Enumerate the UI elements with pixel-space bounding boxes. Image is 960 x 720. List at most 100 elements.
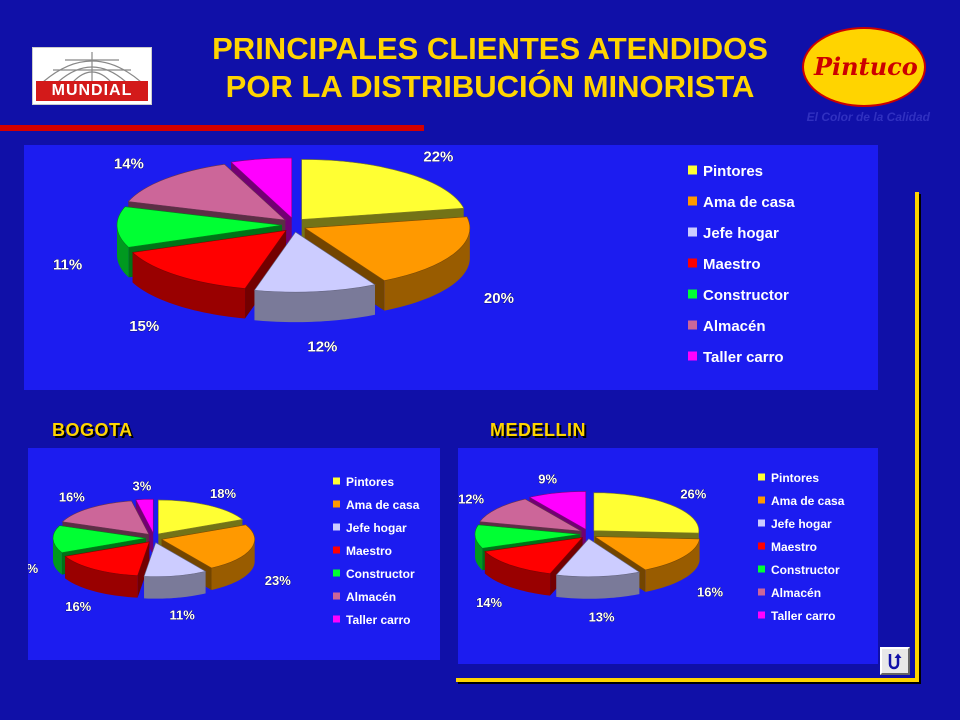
legend-swatch-maestro [758, 542, 765, 550]
chart-total: 22% 20% 12% 15% 11% 14% 6% Pintores Ama de casa J… [53, 145, 796, 366]
legend-label-jefe-hogar: Jefe hogar [771, 517, 832, 531]
pie-slice-maestro [64, 541, 150, 598]
chart-bogota-panel: 18% 23% 11% 16% 13% 16% 3% Pintores Ama de casa J… [28, 448, 440, 660]
legend-label-taller-carro: Taller carro [771, 609, 835, 623]
pie-slice-ama-de-casa [160, 524, 255, 591]
pie-slice-jefe-hogar [143, 542, 207, 599]
legend-swatch-ama-de-casa [333, 500, 340, 508]
pie-slice-top [230, 157, 293, 219]
pie-slice-top [116, 206, 283, 248]
pie-medellin: 26%16%13%14%10%12%9% [458, 471, 724, 625]
pie-slice-top [593, 492, 700, 534]
pie-slice-side [117, 225, 129, 278]
legend-swatch-jefe-hogar [688, 227, 697, 237]
city-label-bogota: BOGOTA [52, 420, 133, 440]
data-label-maestro: 15% [129, 318, 159, 335]
legend-swatch-pintores [333, 477, 340, 485]
legend-label-constructor: Constructor [346, 567, 415, 581]
pintuco-logo: Pintuco El Color de la Calidad [800, 22, 930, 124]
pie-slice-side [556, 572, 640, 599]
chart-bogota: 18% 23% 11% 16% 13% 16% 3% Pintores Ama de casa J… [28, 475, 420, 627]
legend-label-maestro: Maestro [771, 540, 817, 554]
legend-label-almacen: Almacén [346, 590, 396, 604]
data-label-pintores: 18% [210, 486, 236, 501]
data-label-pintores: 26% [680, 486, 706, 501]
return-arrow-icon [888, 653, 902, 670]
legend-medellin: Pintores Ama de casa Jefe hogar Maestro Cons… [758, 471, 845, 623]
pie-slice-top [301, 159, 465, 220]
data-label-jefe-hogar: 12% [307, 338, 337, 355]
data-label-ama-de-casa: 16% [697, 584, 723, 599]
return-button[interactable] [880, 647, 910, 675]
data-label-taller-carro: 9% [538, 471, 557, 486]
data-label-taller-carro: 3% [132, 479, 151, 494]
data-label-pintores: 22% [423, 148, 453, 165]
legend-swatch-maestro [333, 546, 340, 554]
mundial-logo: MUNDIAL [32, 47, 152, 105]
legend-label-almacen: Almacén [771, 586, 821, 600]
chart-total-panel: 22% 20% 12% 15% 11% 14% 6% Pintores Ama de casa J… [24, 145, 878, 390]
legend-label-maestro: Maestro [703, 256, 761, 273]
legend-swatch-jefe-hogar [758, 519, 765, 527]
legend-swatch-ama-de-casa [688, 196, 697, 206]
pie-slice-top [157, 499, 244, 535]
legend-label-jefe-hogar: Jefe hogar [703, 225, 779, 242]
pie-slice-side [211, 539, 255, 591]
pie-slice-side [132, 252, 246, 319]
legend-swatch-taller-carro [688, 351, 697, 361]
legend-swatch-pintores [688, 165, 697, 175]
legend-label-jefe-hogar: Jefe hogar [346, 521, 407, 535]
pie-slice-side [53, 538, 62, 575]
title-line-1: PRINCIPALES CLIENTES ATENDIDOS [212, 31, 768, 66]
legend-swatch-pintores [758, 473, 765, 481]
data-label-almacen: 12% [458, 492, 484, 507]
pie-slice-top [143, 542, 207, 577]
data-label-taller-carro: 6% [241, 145, 263, 147]
pie-slice-side [475, 534, 483, 571]
pie-slice-top [160, 524, 255, 569]
city-label-medellin: MEDELLIN [490, 420, 586, 440]
pie-slice-top [474, 524, 581, 549]
pie-slice-top [64, 541, 150, 576]
legend-swatch-almacen [758, 588, 765, 596]
data-label-jefe-hogar: 13% [589, 609, 615, 624]
data-label-maestro: 16% [65, 599, 91, 614]
data-label-ama-de-casa: 20% [484, 290, 514, 307]
legend-label-ama-de-casa: Ama de casa [346, 498, 420, 512]
legend-swatch-taller-carro [758, 611, 765, 619]
legend-swatch-almacen [333, 592, 340, 600]
legend-label-taller-carro: Taller carro [346, 613, 410, 627]
legend-swatch-taller-carro [333, 615, 340, 623]
pie-slice-top [253, 231, 376, 293]
legend-total: Pintores Ama de casa Jefe hogar Maestro Cons… [688, 163, 795, 366]
pie-slice-side [484, 551, 551, 596]
legend-label-pintores: Pintores [346, 475, 394, 489]
data-label-ama-de-casa: 23% [265, 573, 291, 588]
pie-slice-top [484, 537, 584, 574]
legend-label-pintores: Pintores [771, 471, 819, 485]
pie-slice-top [528, 491, 587, 530]
mundial-brand-text: MUNDIAL [36, 81, 148, 101]
red-divider [0, 125, 424, 131]
pie-slice-jefe-hogar [253, 231, 376, 323]
legend-swatch-jefe-hogar [333, 523, 340, 531]
legend-label-maestro: Maestro [346, 544, 392, 558]
page-title: PRINCIPALES CLIENTES ATENDIDOS POR LA DI… [180, 30, 800, 106]
pie-total: 22% 20% 12% 15% 11% 14% 6% [53, 145, 514, 356]
pie-slice-top [127, 163, 287, 221]
legend-label-ama-de-casa: Ama de casa [771, 494, 845, 508]
pie-bogota: 18% 23% 11% 16% 13% 16% 3% [28, 478, 291, 622]
pie-slice-side [384, 228, 470, 311]
pintuco-tagline: El Color de la Calidad [806, 110, 930, 124]
legend-swatch-constructor [688, 289, 697, 299]
data-label-constructor: 13% [28, 561, 39, 576]
pie-slice-side [144, 571, 206, 599]
pie-slice-jefe-hogar [555, 538, 641, 599]
data-label-maestro: 14% [476, 595, 502, 610]
title-line-2: POR LA DISTRIBUCIÓN MINORISTA [225, 69, 755, 104]
frame-vertical-line [915, 192, 919, 682]
frame-horizontal-line [456, 678, 919, 682]
pie-slice-top [555, 538, 641, 578]
